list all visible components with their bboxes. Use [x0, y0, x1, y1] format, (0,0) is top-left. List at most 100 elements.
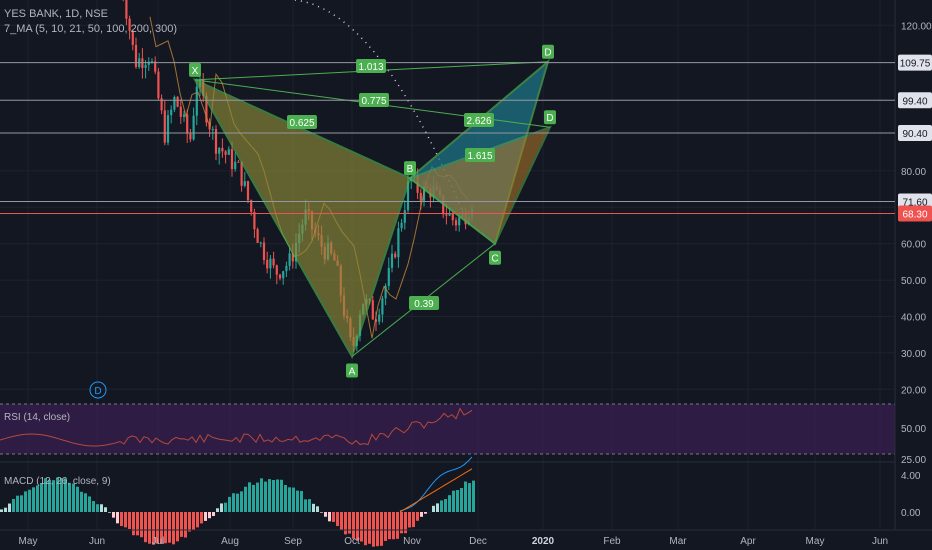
- macd-bar-9: [36, 485, 39, 512]
- macd-bar-47: [188, 512, 191, 532]
- point-label-bg-2: [404, 161, 416, 176]
- price-tick-3: 60.00: [901, 240, 926, 251]
- macd-bar-75: [300, 490, 303, 512]
- ratio-label-1: 0.775: [361, 96, 386, 107]
- macd-bar-53: [212, 512, 215, 517]
- candle-body-16: [170, 109, 173, 116]
- candle-body-82: [381, 298, 384, 315]
- time-label-4: Sep: [284, 536, 302, 547]
- macd-bar-37: [148, 512, 151, 544]
- macd-bar-57: [228, 496, 231, 512]
- macd-bar-91: [364, 512, 367, 546]
- ratio-label-bg-5: [409, 296, 439, 310]
- macd-bar-106: [424, 512, 427, 514]
- rsi-tick-25: 25.00: [901, 455, 926, 466]
- macd-bar-1: [4, 507, 7, 512]
- last-price-tag-bg: [898, 205, 932, 222]
- macd-bar-30: [120, 512, 123, 527]
- macd-bar-74: [296, 490, 299, 512]
- time-label-13: Jun: [872, 536, 888, 547]
- candle-body-88: [400, 222, 403, 229]
- candle-body-5: [134, 44, 138, 68]
- macd-bar-15: [60, 478, 63, 512]
- macd-bar-22: [88, 496, 91, 512]
- macd-bar-94: [376, 512, 379, 547]
- time-label-12: May: [806, 536, 825, 547]
- macd-bar-113: [452, 490, 455, 512]
- symbol-title: YES BANK, 1D, NSE: [4, 8, 108, 20]
- macd-bar-21: [84, 493, 87, 512]
- macd-bar-24: [96, 504, 99, 512]
- candle-body-13: [160, 98, 163, 111]
- candle-body-24: [195, 86, 198, 116]
- macd-bar-25: [100, 504, 103, 512]
- candle-body-20: [182, 114, 186, 117]
- macd-bar-78: [312, 503, 315, 512]
- candle-body-22: [189, 133, 192, 140]
- candle-body-106: [458, 217, 461, 226]
- candle-body-104: [451, 213, 454, 221]
- macd-bar-48: [192, 512, 195, 531]
- macd-bar-44: [176, 512, 179, 542]
- macd-bar-89: [356, 512, 359, 541]
- macd-bar-13: [52, 480, 55, 512]
- ratio-label-4: 1.615: [467, 151, 492, 162]
- macd-bar-115: [460, 488, 463, 512]
- macd-bar-64: [256, 482, 259, 512]
- macd-bar-92: [368, 512, 371, 544]
- level-tag-bg-1: [898, 92, 932, 109]
- macd-bar-8: [32, 487, 35, 512]
- macd-bar-101: [404, 512, 407, 534]
- candle-body-40: [246, 181, 250, 201]
- macd-bar-60: [240, 491, 243, 512]
- macd-bar-87: [348, 512, 351, 534]
- candle-body-52: [285, 265, 288, 272]
- candle-body-39: [243, 181, 246, 186]
- macd-bar-14: [56, 477, 59, 512]
- candle-body-85: [390, 253, 394, 268]
- price-tick-6: 30.00: [901, 349, 926, 360]
- time-label-3: Aug: [221, 536, 239, 547]
- candle-body-103: [448, 213, 451, 216]
- macd-bar-62: [248, 482, 251, 512]
- macd-bar-70: [280, 479, 283, 512]
- macd-bar-83: [332, 512, 335, 522]
- point-label-1: A: [349, 367, 356, 378]
- macd-bar-63: [252, 484, 255, 512]
- level-tag-bg-3: [898, 193, 932, 210]
- macd-bar-6: [24, 491, 27, 512]
- macd-bar-104: [416, 512, 419, 521]
- pattern-xab-triangle: [192, 77, 412, 360]
- candle-body-53: [288, 253, 291, 266]
- candle-body-2: [125, 0, 128, 19]
- candle-body-9: [147, 61, 150, 65]
- macd-bar-86: [344, 512, 347, 535]
- level-tag-bg-0: [898, 54, 932, 71]
- candle-body-10: [150, 61, 154, 63]
- macd-bar-5: [20, 495, 23, 512]
- candle-body-21: [186, 114, 189, 134]
- macd-bar-93: [372, 512, 375, 547]
- macd-bar-81: [324, 512, 327, 517]
- ma-indicator-label: 7_MA (5, 10, 21, 50, 100, 200, 300): [4, 23, 178, 35]
- macd-bar-103: [412, 512, 415, 528]
- point-label-5: D: [546, 113, 553, 124]
- macd-bar-118: [472, 480, 475, 512]
- point-label-bg-1: [346, 363, 358, 378]
- macd-bar-105: [420, 512, 423, 517]
- macd-bar-18: [72, 483, 75, 512]
- candle-body-89: [403, 210, 406, 223]
- candle-body-80: [374, 319, 378, 322]
- candle-body-8: [144, 64, 147, 68]
- ratio-label-0: 1.013: [358, 62, 383, 73]
- macd-bar-29: [116, 512, 119, 524]
- macd-bar-0: [0, 509, 3, 512]
- macd-bar-84: [336, 512, 339, 527]
- macd-bar-76: [304, 499, 307, 512]
- candle-body-35: [230, 149, 234, 170]
- candle-body-3: [128, 18, 131, 31]
- candle-body-34: [227, 149, 230, 155]
- candle-body-44: [259, 242, 262, 244]
- dividend-marker-label: D: [94, 386, 101, 397]
